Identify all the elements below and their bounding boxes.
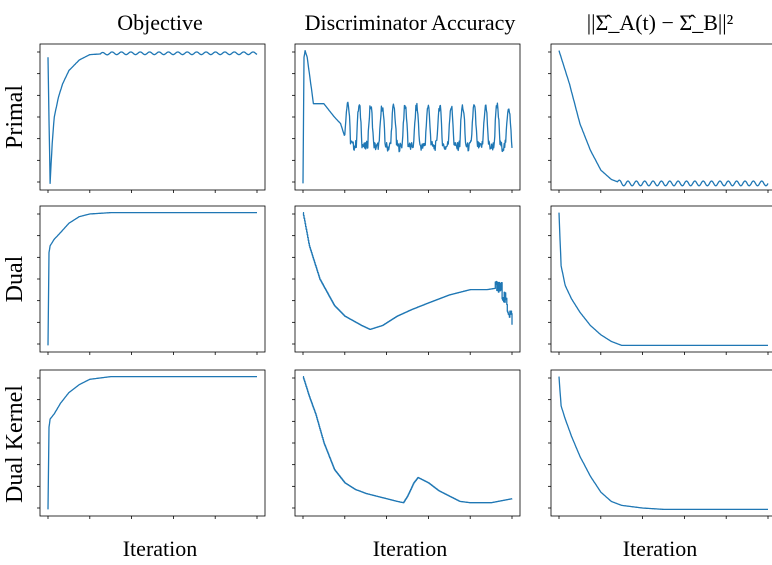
panel-frame-dual-kernel-2 (550, 369, 772, 517)
series-line-dual-1 (302, 211, 513, 331)
xlabel-objective: Iteration (123, 536, 198, 561)
panel-frame-dual-1 (294, 205, 521, 353)
panels-group (37, 43, 772, 519)
panel-frame-dual-2 (550, 205, 772, 353)
series-line-dual-kernel-1 (302, 375, 513, 504)
column-title-covariance-gap: ||Σ̂_A(t) − Σ̂_B||² (587, 10, 734, 35)
panel-frame-primal-2 (550, 43, 772, 191)
series-line-dual-0 (47, 211, 258, 346)
column-title-objective: Objective (117, 10, 203, 35)
xlabel-discriminator-accuracy: Iteration (373, 536, 448, 561)
row-label-primal: Primal (2, 85, 28, 149)
series-line-primal-1 (302, 49, 513, 184)
xlabel-covariance-gap: Iteration (623, 536, 698, 561)
series-line-dual-2 (558, 212, 769, 347)
series-line-dual-kernel-0 (47, 375, 258, 510)
panel-frame-primal-1 (294, 43, 521, 191)
series-line-primal-0 (47, 51, 258, 185)
series-line-dual-kernel-2 (558, 376, 769, 511)
panel-frame-dual-0 (39, 205, 266, 353)
panel-frame-dual-kernel-1 (294, 369, 521, 517)
panel-frame-dual-kernel-0 (39, 369, 266, 517)
row-label-dual-kernel: Dual Kernel (2, 385, 28, 503)
column-title-discriminator-accuracy: Discriminator Accuracy (305, 10, 516, 35)
row-label-dual: Dual (2, 255, 28, 302)
series-line-primal-2 (558, 50, 769, 187)
